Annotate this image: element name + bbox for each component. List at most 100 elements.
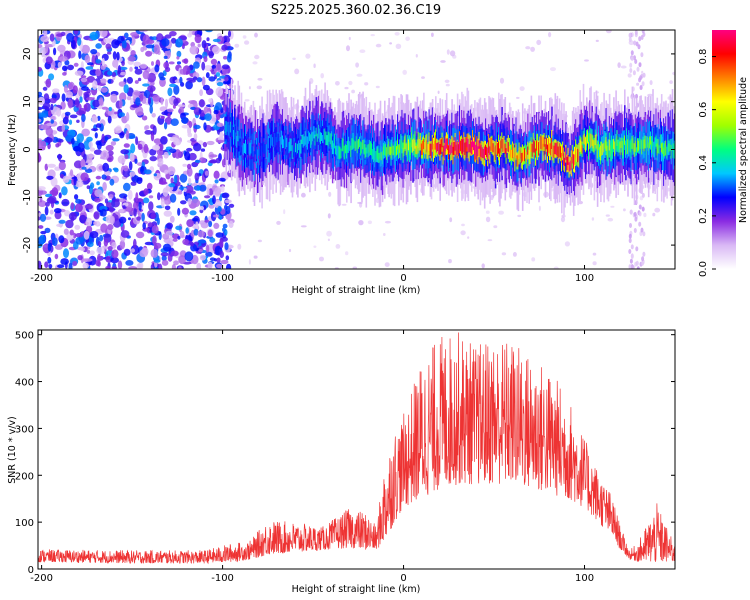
signal-cell	[551, 137, 553, 149]
noise-speck	[627, 73, 632, 78]
signal-cell	[365, 147, 368, 157]
signal-cell	[438, 142, 440, 155]
noise-speck	[170, 250, 179, 257]
signal-cell	[558, 143, 561, 158]
signal-cell	[328, 131, 331, 142]
noise-speck	[49, 33, 55, 42]
signal-cell	[642, 136, 644, 149]
noise-speck	[421, 76, 425, 79]
noise-speck	[177, 104, 186, 108]
noise-speck	[405, 36, 410, 42]
noise-speck	[481, 263, 485, 269]
noise-speck	[176, 61, 182, 65]
signal-cell	[415, 145, 418, 154]
signal-cell	[384, 144, 386, 156]
signal-cell	[443, 145, 446, 158]
noise-speck	[78, 50, 82, 59]
signal-cell	[277, 138, 280, 148]
noise-speck	[276, 220, 281, 225]
noise-speck	[384, 262, 390, 267]
noise-speck	[74, 203, 83, 213]
snr-series-line	[38, 332, 675, 565]
noise-speck	[58, 235, 65, 244]
signal-cell	[635, 147, 638, 156]
noise-speck	[212, 38, 221, 43]
noise-speck	[184, 151, 191, 161]
noise-speck	[300, 225, 307, 228]
noise-speck	[110, 257, 119, 264]
noise-speck	[191, 198, 201, 208]
noise-speck	[195, 221, 199, 230]
noise-speck	[548, 31, 552, 38]
noise-speck	[58, 192, 62, 199]
signal-cell	[361, 142, 363, 154]
noise-speck	[164, 98, 169, 109]
noise-speck	[57, 153, 62, 161]
noise-speck	[212, 45, 220, 55]
noise-speck	[163, 151, 169, 159]
noise-speck	[70, 202, 75, 210]
noise-speck	[38, 186, 46, 191]
signal-cell	[369, 141, 372, 155]
signal-cell	[289, 138, 292, 152]
signal-cell	[238, 135, 241, 146]
signal-cell	[380, 152, 383, 161]
signal-cell	[543, 137, 546, 147]
signal-cell	[350, 145, 352, 157]
noise-speck	[213, 222, 220, 229]
signal-cell	[508, 146, 511, 155]
noise-speck	[319, 256, 324, 262]
noise-speck	[628, 32, 632, 38]
signal-cell	[427, 144, 429, 159]
noise-speck	[112, 51, 117, 60]
signal-cell	[428, 136, 431, 151]
noise-speck	[85, 168, 93, 173]
noise-speck	[635, 246, 639, 252]
noise-speck	[204, 113, 212, 121]
noise-speck	[642, 231, 646, 237]
noise-speck	[628, 233, 632, 239]
noise-speck	[170, 118, 179, 126]
noise-speck	[358, 220, 364, 226]
signal-cell	[516, 155, 519, 167]
noise-speck	[216, 139, 225, 143]
noise-speck	[164, 200, 169, 205]
signal-cell	[502, 138, 504, 152]
noise-speck	[100, 208, 107, 217]
signal-cell	[666, 146, 668, 159]
noise-speck	[134, 158, 138, 164]
noise-speck	[320, 73, 325, 79]
noise-speck	[437, 90, 440, 95]
noise-speck	[73, 30, 79, 35]
noise-speck	[148, 201, 154, 211]
noise-speck	[356, 73, 363, 77]
noise-speck	[110, 93, 118, 103]
signal-cell	[595, 134, 598, 149]
noise-speck	[184, 251, 194, 262]
noise-speck	[202, 141, 208, 148]
noise-speck	[629, 258, 633, 264]
noise-speck	[215, 63, 222, 72]
noise-speck	[591, 217, 595, 221]
noise-speck	[164, 117, 173, 125]
noise-speck	[100, 223, 108, 233]
noise-speck	[130, 50, 136, 57]
signal-cell	[437, 142, 439, 152]
noise-speck	[72, 232, 77, 239]
noise-speck	[77, 142, 85, 153]
noise-speck	[79, 96, 83, 103]
noise-speck	[446, 49, 450, 55]
noise-speck	[95, 175, 102, 180]
signal-cell	[569, 160, 572, 171]
noise-speck	[123, 248, 131, 256]
signal-cell	[254, 140, 257, 155]
noise-speck	[305, 53, 311, 59]
signal-cell	[250, 139, 253, 154]
signal-cell	[278, 132, 281, 141]
noise-speck	[88, 255, 97, 266]
noise-speck	[501, 252, 507, 256]
signal-cell	[657, 139, 660, 154]
signal-cell	[614, 141, 616, 157]
